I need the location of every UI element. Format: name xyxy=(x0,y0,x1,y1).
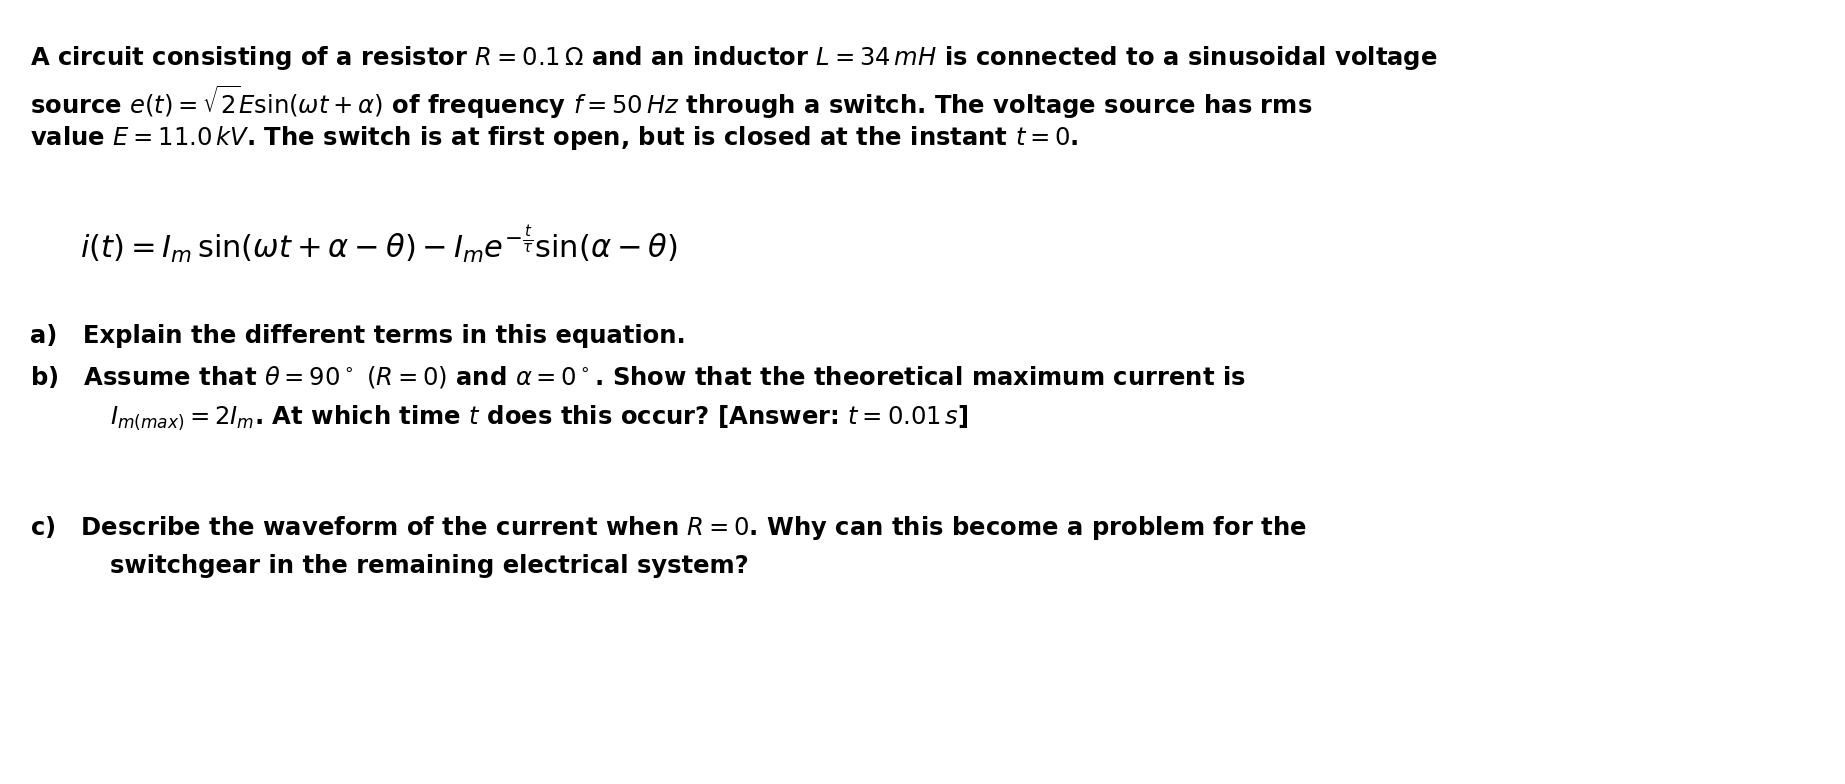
Text: b)   Assume that $\theta = 90^\circ$ $(R = 0)$ and $\alpha = 0^\circ$. Show that: b) Assume that $\theta = 90^\circ$ $(R =… xyxy=(30,364,1245,390)
Text: value $E = 11.0\,kV$. The switch is at first open, but is closed at the instant : value $E = 11.0\,kV$. The switch is at f… xyxy=(30,124,1079,152)
Text: $i(t) = I_m\,\sin(\omega t + \alpha - \theta) - I_m e^{-\frac{t}{\tau}}\sin(\alp: $i(t) = I_m\,\sin(\omega t + \alpha - \t… xyxy=(79,224,677,267)
Text: c)   Describe the waveform of the current when $R = 0$. Why can this become a pr: c) Describe the waveform of the current … xyxy=(30,514,1306,542)
Text: switchgear in the remaining electrical system?: switchgear in the remaining electrical s… xyxy=(111,554,749,578)
Text: $I_{m(max)} = 2I_m$. At which time $t$ does this occur? [Answer: $t = 0.01\,s$]: $I_{m(max)} = 2I_m$. At which time $t$ d… xyxy=(111,404,969,433)
Text: A circuit consisting of a resistor $R = 0.1\,\Omega$ and an inductor $L = 34\,mH: A circuit consisting of a resistor $R = … xyxy=(30,44,1437,72)
Text: a)   Explain the different terms in this equation.: a) Explain the different terms in this e… xyxy=(30,324,686,348)
Text: source $e(t) = \sqrt{2}E\sin(\omega t + \alpha)$ of frequency $f = 50\,Hz$ throu: source $e(t) = \sqrt{2}E\sin(\omega t + … xyxy=(30,84,1312,122)
